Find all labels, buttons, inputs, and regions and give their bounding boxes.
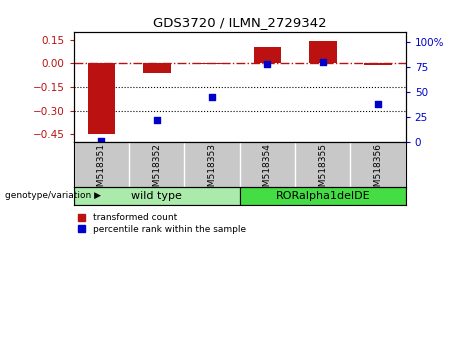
Bar — [143, 63, 171, 73]
Text: GSM518356: GSM518356 — [373, 143, 383, 198]
Legend: transformed count, percentile rank within the sample: transformed count, percentile rank withi… — [78, 213, 246, 234]
Bar — [364, 63, 392, 65]
Point — [374, 101, 382, 107]
Bar — [254, 47, 281, 63]
Bar — [74, 187, 240, 205]
Text: GSM518353: GSM518353 — [207, 143, 217, 198]
Text: wild type: wild type — [131, 191, 182, 201]
Text: genotype/variation ▶: genotype/variation ▶ — [5, 192, 100, 200]
Point — [319, 59, 326, 65]
Point — [98, 138, 105, 144]
Title: GDS3720 / ILMN_2729342: GDS3720 / ILMN_2729342 — [153, 16, 326, 29]
Text: GSM518351: GSM518351 — [97, 143, 106, 198]
Bar — [88, 63, 115, 135]
Text: GSM518354: GSM518354 — [263, 143, 272, 198]
Bar — [240, 187, 406, 205]
Point — [264, 61, 271, 67]
Bar — [198, 63, 226, 64]
Point — [208, 94, 216, 100]
Bar — [309, 41, 337, 63]
Text: RORalpha1delDE: RORalpha1delDE — [275, 191, 370, 201]
Text: GSM518355: GSM518355 — [318, 143, 327, 198]
Text: GSM518352: GSM518352 — [152, 143, 161, 198]
Point — [153, 118, 160, 123]
